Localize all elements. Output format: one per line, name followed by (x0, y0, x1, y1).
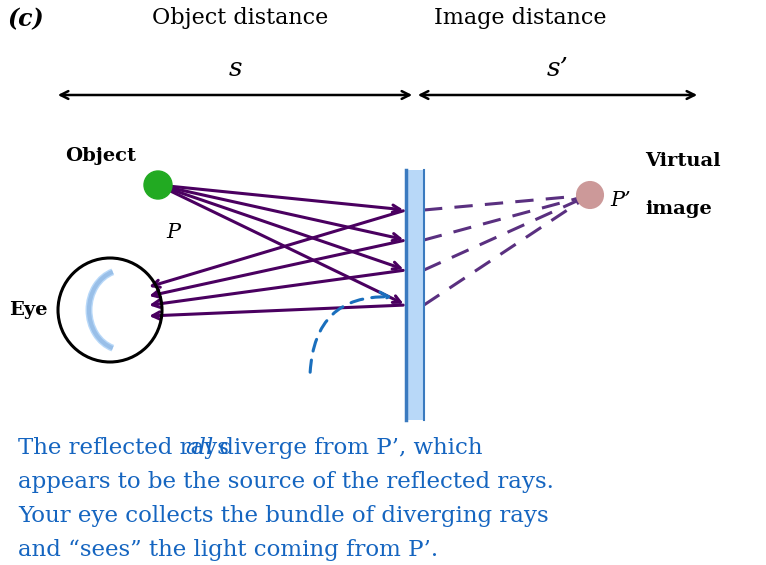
Bar (406, 170, 424, 420)
Text: P’: P’ (610, 190, 630, 210)
Text: and “sees” the light coming from P’.: and “sees” the light coming from P’. (18, 539, 438, 561)
Text: The reflected rays: The reflected rays (18, 437, 236, 459)
Circle shape (577, 182, 603, 208)
Circle shape (144, 171, 172, 199)
Text: s’: s’ (547, 56, 568, 81)
Text: diverge from P’, which: diverge from P’, which (211, 437, 482, 459)
FancyArrowPatch shape (310, 292, 389, 372)
Text: all: all (185, 437, 214, 459)
Text: Eye: Eye (9, 301, 48, 319)
Text: Object: Object (65, 147, 136, 165)
Text: Your eye collects the bundle of diverging rays: Your eye collects the bundle of divergin… (18, 505, 548, 527)
Text: Object distance: Object distance (152, 7, 328, 29)
Text: Virtual: Virtual (645, 152, 721, 170)
Text: s: s (228, 56, 242, 81)
Text: appears to be the source of the reflected rays.: appears to be the source of the reflecte… (18, 471, 554, 493)
Text: P: P (166, 223, 180, 242)
Text: (c): (c) (8, 7, 44, 31)
Text: Image distance: Image distance (434, 7, 606, 29)
Text: image: image (645, 200, 712, 218)
